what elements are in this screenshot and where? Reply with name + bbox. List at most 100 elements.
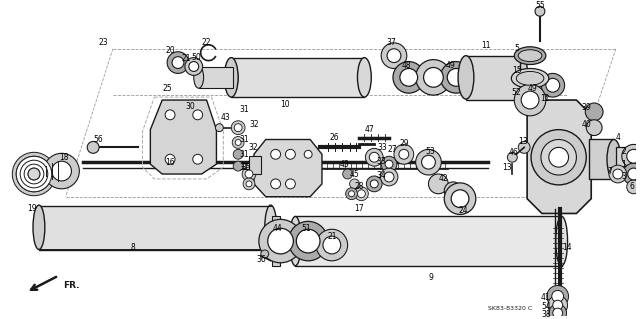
Circle shape — [304, 150, 312, 158]
Circle shape — [552, 290, 564, 302]
Circle shape — [508, 152, 517, 162]
Circle shape — [193, 154, 203, 164]
Circle shape — [613, 169, 623, 179]
Text: 24: 24 — [458, 206, 468, 215]
Circle shape — [520, 76, 548, 104]
Text: 53: 53 — [426, 147, 435, 156]
Circle shape — [358, 190, 365, 198]
Circle shape — [547, 286, 568, 307]
Text: 6: 6 — [629, 182, 634, 191]
Circle shape — [246, 181, 252, 187]
Circle shape — [289, 221, 328, 261]
Circle shape — [381, 156, 397, 172]
Text: 45: 45 — [349, 169, 360, 179]
Text: 36: 36 — [256, 255, 266, 264]
Text: 28: 28 — [355, 182, 364, 191]
Text: 15: 15 — [513, 66, 522, 75]
Circle shape — [346, 188, 358, 200]
Circle shape — [342, 169, 353, 179]
Circle shape — [444, 182, 462, 200]
Text: 43: 43 — [220, 113, 230, 122]
Circle shape — [535, 6, 545, 16]
Circle shape — [546, 78, 559, 92]
Text: 32: 32 — [249, 120, 259, 129]
Circle shape — [521, 91, 539, 109]
Circle shape — [323, 236, 340, 254]
Text: 56: 56 — [93, 135, 103, 144]
Circle shape — [394, 145, 413, 164]
Circle shape — [387, 49, 401, 63]
Circle shape — [627, 180, 640, 194]
Circle shape — [285, 149, 295, 159]
Circle shape — [399, 149, 409, 159]
Circle shape — [518, 141, 530, 153]
Text: 54: 54 — [541, 302, 551, 311]
Text: 26: 26 — [330, 133, 340, 142]
Circle shape — [381, 43, 407, 69]
Ellipse shape — [518, 50, 542, 62]
Circle shape — [52, 161, 72, 181]
Circle shape — [393, 62, 424, 93]
Circle shape — [233, 161, 243, 171]
Circle shape — [16, 156, 52, 192]
Polygon shape — [254, 139, 322, 197]
Ellipse shape — [289, 216, 301, 266]
Text: 13: 13 — [518, 137, 528, 146]
Text: 10: 10 — [281, 100, 291, 109]
Text: 13: 13 — [502, 163, 512, 172]
Circle shape — [622, 145, 640, 168]
Text: 31: 31 — [239, 150, 249, 159]
Text: 37: 37 — [386, 38, 396, 47]
Circle shape — [440, 62, 472, 93]
Bar — [295, 216, 562, 266]
Text: 29: 29 — [399, 139, 409, 148]
Circle shape — [349, 179, 360, 189]
Circle shape — [531, 130, 586, 185]
Text: 42: 42 — [438, 174, 448, 183]
Text: 18: 18 — [59, 153, 68, 162]
Circle shape — [429, 174, 448, 194]
Text: 21: 21 — [181, 54, 191, 63]
Circle shape — [189, 62, 198, 71]
Circle shape — [20, 160, 48, 188]
Ellipse shape — [556, 216, 568, 266]
Circle shape — [586, 103, 603, 121]
Text: 50: 50 — [192, 53, 202, 62]
Circle shape — [623, 163, 640, 185]
Circle shape — [385, 160, 393, 168]
Circle shape — [422, 155, 435, 169]
Circle shape — [242, 167, 256, 181]
Text: 3: 3 — [621, 173, 626, 182]
Circle shape — [549, 304, 566, 319]
Circle shape — [355, 187, 369, 201]
Circle shape — [349, 191, 355, 197]
Circle shape — [549, 147, 568, 167]
Circle shape — [627, 149, 640, 163]
Text: 48: 48 — [402, 61, 412, 70]
Text: 30: 30 — [185, 102, 195, 111]
Text: 1: 1 — [621, 160, 626, 169]
Circle shape — [447, 69, 465, 86]
Circle shape — [28, 168, 40, 180]
Ellipse shape — [358, 58, 371, 97]
Bar — [198, 67, 233, 88]
Circle shape — [234, 124, 242, 132]
Text: 19: 19 — [27, 204, 37, 213]
Ellipse shape — [511, 69, 549, 88]
Circle shape — [259, 219, 302, 263]
Text: 32: 32 — [248, 143, 258, 152]
Text: 44: 44 — [273, 224, 282, 233]
Text: 46: 46 — [508, 148, 518, 157]
Circle shape — [172, 57, 184, 69]
Circle shape — [553, 308, 563, 318]
Circle shape — [553, 300, 563, 310]
Text: 40: 40 — [581, 120, 591, 129]
Circle shape — [541, 73, 564, 97]
Circle shape — [296, 229, 320, 253]
Bar — [589, 139, 614, 179]
Circle shape — [365, 148, 383, 166]
Ellipse shape — [515, 47, 546, 64]
Text: 27: 27 — [387, 145, 397, 154]
Circle shape — [526, 82, 542, 98]
Bar — [271, 216, 280, 266]
